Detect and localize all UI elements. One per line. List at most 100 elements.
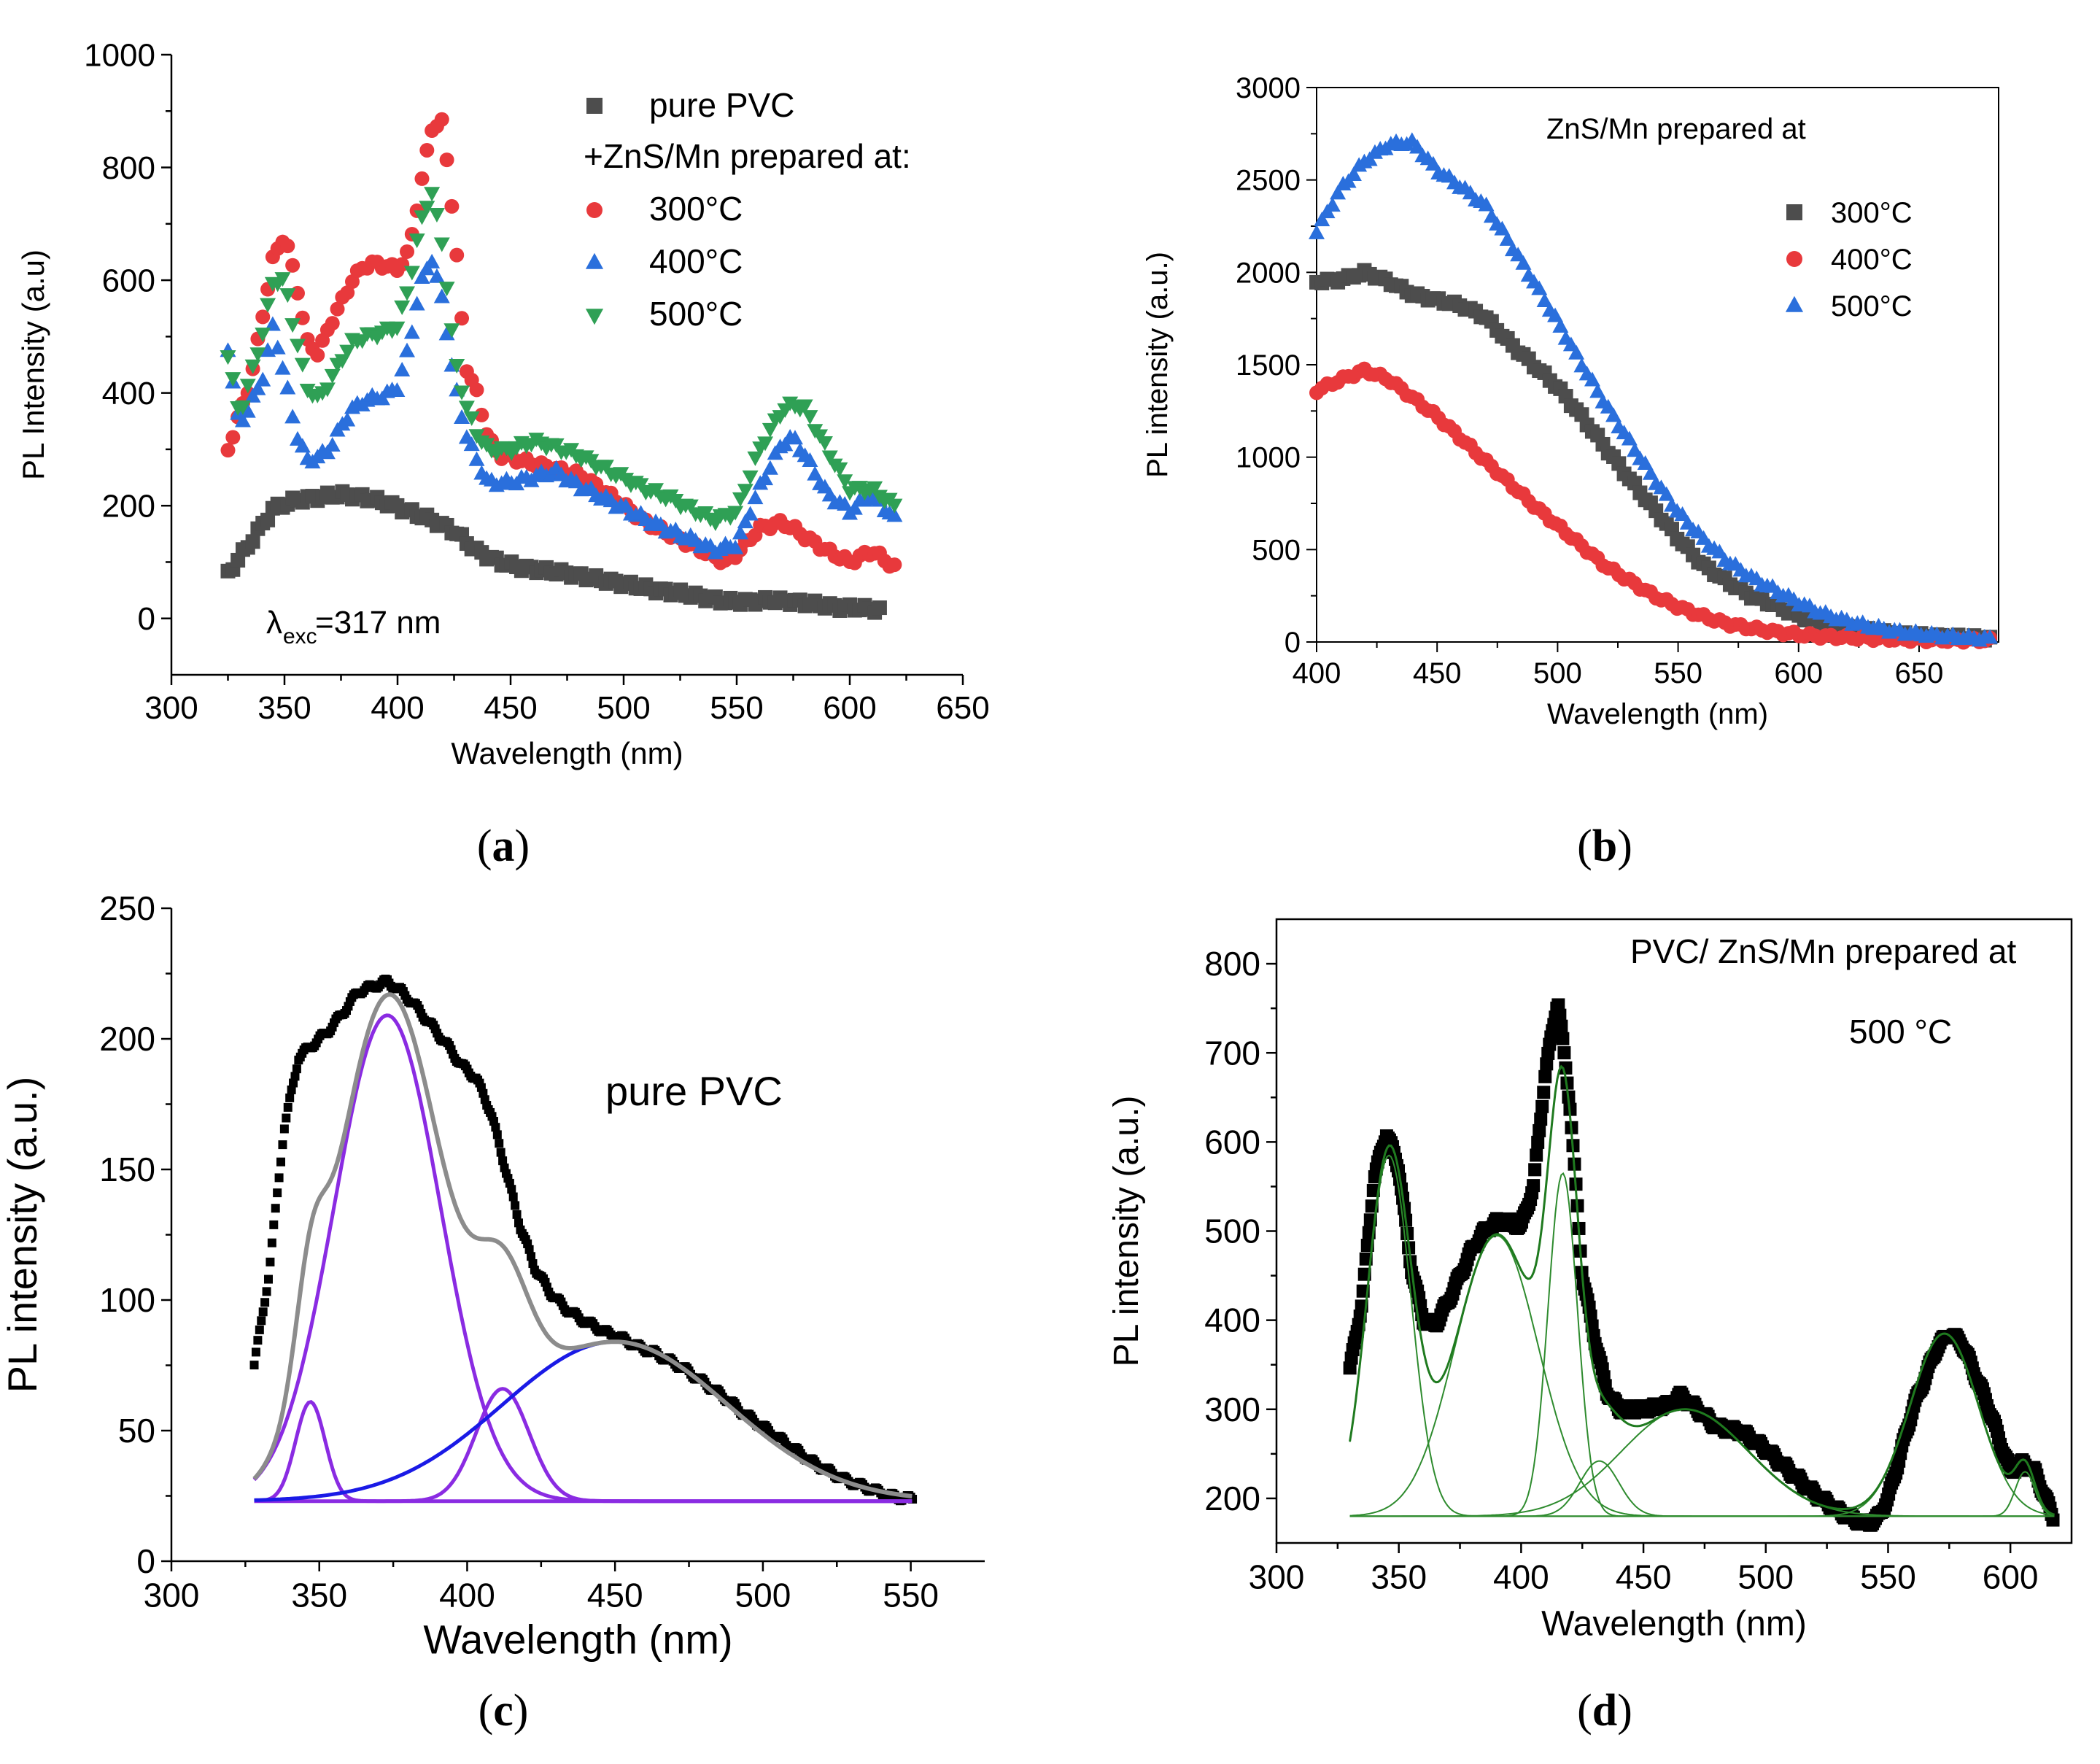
- y-tick-label: 2000: [1236, 257, 1301, 289]
- data-point: [340, 285, 355, 301]
- data-point: [289, 339, 306, 354]
- legend-marker: [585, 309, 604, 325]
- data-point: [1366, 1183, 1380, 1197]
- data-point: [762, 422, 778, 438]
- data-point: [1637, 455, 1654, 471]
- x-tick-label: 550: [883, 1576, 939, 1614]
- data-point: [439, 152, 454, 168]
- legend-label: 300°C: [649, 190, 743, 228]
- data-point: [732, 525, 748, 540]
- data-point: [310, 347, 325, 363]
- data-point: [1554, 1019, 1568, 1033]
- y-tick-label: 1000: [84, 37, 155, 73]
- data-point: [239, 403, 256, 418]
- data-point: [269, 339, 286, 355]
- data-point: [276, 1157, 286, 1167]
- data-point: [1551, 998, 1565, 1012]
- data-point: [1527, 1179, 1541, 1193]
- data-point: [433, 288, 450, 303]
- data-point: [1528, 1163, 1542, 1177]
- data-point: [508, 1192, 518, 1202]
- data-point: [1537, 1086, 1551, 1099]
- plot-frame: [1316, 87, 1999, 643]
- data-point: [399, 342, 416, 357]
- series-2: [1309, 132, 1999, 647]
- data-point: [1584, 371, 1600, 387]
- chart-panel-a: 300 350 400 450 500 550 600 650 0 200 400 600 800 100…: [16, 37, 990, 770]
- data-point: [414, 210, 430, 225]
- y-tick-label: 500: [1252, 534, 1301, 566]
- chart-panel-b: 400 450 500 550 600 650 0 500 1000 1500 2000 2500 30…: [1142, 72, 1999, 730]
- data-point: [271, 1204, 280, 1213]
- data-point: [325, 316, 340, 331]
- data-point: [269, 1220, 279, 1229]
- y-axis-label: PL intensity (a.u.): [0, 1077, 45, 1393]
- data-point: [444, 198, 460, 214]
- data-point: [512, 1210, 522, 1219]
- data-point: [255, 1325, 264, 1334]
- data-point: [1309, 224, 1325, 239]
- y-tick-label: 0: [1285, 627, 1301, 659]
- data-point: [846, 500, 863, 515]
- data-point: [394, 361, 411, 376]
- series-0: [220, 484, 887, 620]
- data-point: [762, 460, 778, 475]
- data-point: [345, 274, 360, 290]
- data-point: [249, 380, 266, 395]
- data-point: [492, 1130, 502, 1140]
- data-point: [273, 1188, 282, 1198]
- data-point: [1589, 383, 1606, 398]
- data-point: [239, 379, 256, 394]
- data-point: [403, 324, 420, 339]
- data-point: [1515, 255, 1532, 270]
- excitation-annotation-symbol: λ: [266, 605, 282, 641]
- data-point: [295, 310, 310, 325]
- legend-title: ZnS/Mn prepared at: [1546, 113, 1806, 145]
- data-point: [1478, 196, 1495, 212]
- data-point: [449, 247, 465, 263]
- data-point: [1353, 1310, 1367, 1323]
- x-tick-label: 300: [144, 1576, 200, 1614]
- data-point: [419, 142, 435, 158]
- data-point: [424, 187, 441, 202]
- data-point: [284, 318, 301, 333]
- data-point: [428, 268, 445, 283]
- data-point: [757, 436, 774, 452]
- measured-series: [1343, 998, 2060, 1532]
- data-point: [408, 295, 425, 311]
- data-point: [1534, 1113, 1548, 1126]
- data-point: [1330, 185, 1347, 200]
- data-point: [1642, 465, 1659, 480]
- data-point: [283, 1102, 292, 1112]
- x-tick-label: 400: [371, 690, 424, 726]
- data-point: [1547, 307, 1564, 322]
- y-tick-label: 400: [1204, 1301, 1260, 1339]
- fit-peak-4: [254, 1339, 913, 1502]
- data-point: [496, 1148, 505, 1157]
- data-point: [463, 411, 480, 426]
- data-point: [1494, 220, 1511, 236]
- fit-peak-6: [1349, 1332, 2055, 1517]
- data-point: [498, 1156, 508, 1166]
- data-point: [807, 465, 824, 481]
- data-point: [424, 253, 441, 268]
- data-point: [334, 354, 351, 369]
- data-point: [468, 451, 485, 466]
- data-point: [279, 1124, 289, 1134]
- data-point: [1552, 317, 1569, 333]
- data-point: [408, 233, 425, 249]
- data-point: [742, 506, 759, 521]
- x-tick-label: 450: [1413, 657, 1462, 689]
- caption-d: (d): [1577, 1686, 1632, 1736]
- fit-peak-7: [1349, 1471, 2055, 1517]
- data-point: [1535, 1099, 1549, 1113]
- data-point: [821, 450, 838, 465]
- data-point: [454, 409, 470, 424]
- data-point: [433, 237, 450, 252]
- data-point: [279, 379, 296, 395]
- data-point: [1557, 1046, 1571, 1060]
- x-axis-label: Wavelength (nm): [1541, 1605, 1807, 1644]
- x-tick-label: 450: [484, 690, 537, 726]
- axes-d: 300 350 400 450 500 550 600 200 300 400 500 600 700 8…: [1107, 918, 2073, 1644]
